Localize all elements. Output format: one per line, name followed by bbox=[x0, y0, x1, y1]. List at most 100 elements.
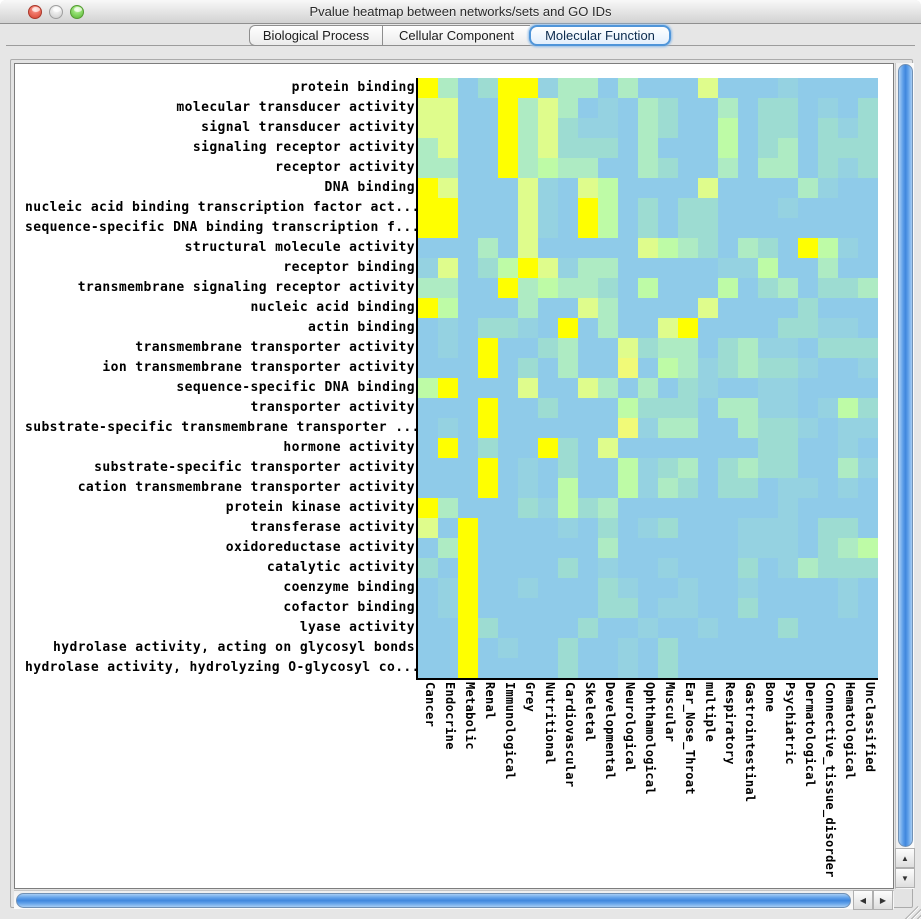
heatmap-cell bbox=[658, 438, 678, 458]
vertical-scrollbar-thumb[interactable] bbox=[898, 64, 913, 847]
heatmap-cell bbox=[618, 138, 638, 158]
heatmap-cell bbox=[838, 558, 858, 578]
scroll-down-button[interactable]: ▼ bbox=[895, 868, 915, 888]
heatmap-cell bbox=[558, 138, 578, 158]
heatmap-cell bbox=[758, 538, 778, 558]
heatmap-cell bbox=[798, 458, 818, 478]
heatmap-cell bbox=[798, 118, 818, 138]
vertical-scrollbar[interactable]: ▲ ▼ bbox=[895, 63, 915, 889]
heatmap-cell bbox=[738, 618, 758, 638]
heatmap-cell bbox=[598, 158, 618, 178]
heatmap-cell bbox=[718, 138, 738, 158]
heatmap-cell bbox=[498, 558, 518, 578]
column-label: Neurological bbox=[623, 682, 637, 773]
heatmap-cell bbox=[678, 238, 698, 258]
heatmap-cell bbox=[658, 98, 678, 118]
horizontal-scrollbar-thumb[interactable] bbox=[16, 893, 851, 908]
heatmap-cell bbox=[638, 258, 658, 278]
heatmap-cell bbox=[498, 478, 518, 498]
heatmap-cell bbox=[678, 558, 698, 578]
heatmap-cell bbox=[638, 278, 658, 298]
heatmap-cell bbox=[458, 618, 478, 638]
column-label: Metabolic bbox=[463, 682, 477, 750]
heatmap-cell bbox=[818, 398, 838, 418]
heatmap-cell bbox=[658, 158, 678, 178]
heatmap-cell bbox=[458, 158, 478, 178]
row-label: oxidoreductase activity bbox=[225, 540, 415, 555]
heatmap-cell bbox=[498, 538, 518, 558]
heatmap-cell bbox=[778, 218, 798, 238]
heatmap-cell bbox=[818, 578, 838, 598]
heatmap-cell bbox=[818, 458, 838, 478]
scroll-right-button[interactable]: ▶ bbox=[873, 890, 893, 910]
heatmap-cell bbox=[658, 258, 678, 278]
heatmap-cell bbox=[598, 518, 618, 538]
heatmap-cell bbox=[818, 118, 838, 138]
heatmap-cell bbox=[818, 198, 838, 218]
heatmap-cell bbox=[718, 78, 738, 98]
heatmap-cell bbox=[598, 118, 618, 138]
tab-biological-process[interactable]: Biological Process bbox=[249, 25, 382, 46]
zoom-button[interactable] bbox=[70, 5, 84, 19]
heatmap-cell bbox=[818, 318, 838, 338]
titlebar[interactable]: Pvalue heatmap between networks/sets and… bbox=[0, 0, 921, 24]
heatmap-cell bbox=[558, 258, 578, 278]
heatmap-cell bbox=[498, 618, 518, 638]
heatmap-cell bbox=[518, 138, 538, 158]
heatmap-cell bbox=[538, 638, 558, 658]
heatmap-cell bbox=[838, 638, 858, 658]
heatmap-cell bbox=[538, 418, 558, 438]
heatmap-cell bbox=[778, 258, 798, 278]
heatmap-cell bbox=[538, 158, 558, 178]
heatmap-cell bbox=[618, 658, 638, 678]
up-arrow-icon: ▲ bbox=[901, 854, 909, 863]
heatmap-cell bbox=[698, 578, 718, 598]
heatmap-cell bbox=[558, 598, 578, 618]
tab-cellular-component[interactable]: Cellular Component bbox=[382, 25, 530, 46]
heatmap-cell bbox=[678, 338, 698, 358]
heatmap-cell bbox=[638, 78, 658, 98]
heatmap-cell bbox=[798, 78, 818, 98]
heatmap-cell bbox=[458, 358, 478, 378]
heatmap-cell bbox=[778, 338, 798, 358]
heatmap-cell bbox=[458, 658, 478, 678]
close-button[interactable] bbox=[28, 5, 42, 19]
heatmap-cell bbox=[618, 258, 638, 278]
heatmap-cell bbox=[518, 78, 538, 98]
heatmap-cell bbox=[478, 398, 498, 418]
traffic-lights bbox=[28, 5, 84, 19]
heatmap-cell bbox=[518, 478, 538, 498]
resize-grip[interactable] bbox=[903, 903, 921, 919]
heatmap-cell bbox=[718, 358, 738, 378]
heatmap-cell bbox=[558, 98, 578, 118]
heatmap-cell bbox=[718, 178, 738, 198]
heatmap-cell bbox=[698, 238, 718, 258]
scroll-left-button[interactable]: ◀ bbox=[853, 890, 873, 910]
heatmap-cell bbox=[418, 318, 438, 338]
heatmap-cell bbox=[558, 638, 578, 658]
heatmap-cell bbox=[638, 238, 658, 258]
heatmap-cell bbox=[438, 278, 458, 298]
heatmap-cell bbox=[858, 438, 878, 458]
heatmap-cell bbox=[718, 438, 738, 458]
heatmap-cell bbox=[578, 558, 598, 578]
tab-molecular-function[interactable]: Molecular Function bbox=[529, 25, 671, 46]
scroll-up-button[interactable]: ▲ bbox=[895, 848, 915, 868]
heatmap-cell bbox=[478, 98, 498, 118]
row-label: nucleic acid binding bbox=[250, 300, 415, 315]
row-label: structural molecule activity bbox=[184, 240, 415, 255]
heatmap-cell bbox=[658, 378, 678, 398]
heatmap-cell bbox=[478, 378, 498, 398]
heatmap-cell bbox=[818, 378, 838, 398]
horizontal-scrollbar[interactable]: ◀ ▶ bbox=[14, 890, 894, 910]
heatmap-cell bbox=[578, 138, 598, 158]
heatmap-cell bbox=[818, 78, 838, 98]
heatmap-cell bbox=[758, 98, 778, 118]
heatmap-cell bbox=[778, 318, 798, 338]
minimize-button[interactable] bbox=[49, 5, 63, 19]
heatmap-cell bbox=[838, 98, 858, 118]
heatmap-cell bbox=[838, 378, 858, 398]
heatmap-cell bbox=[778, 598, 798, 618]
heatmap-cell bbox=[418, 558, 438, 578]
heatmap-cell bbox=[778, 198, 798, 218]
